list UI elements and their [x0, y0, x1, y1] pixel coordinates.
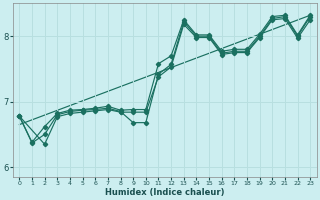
X-axis label: Humidex (Indice chaleur): Humidex (Indice chaleur)	[105, 188, 225, 197]
